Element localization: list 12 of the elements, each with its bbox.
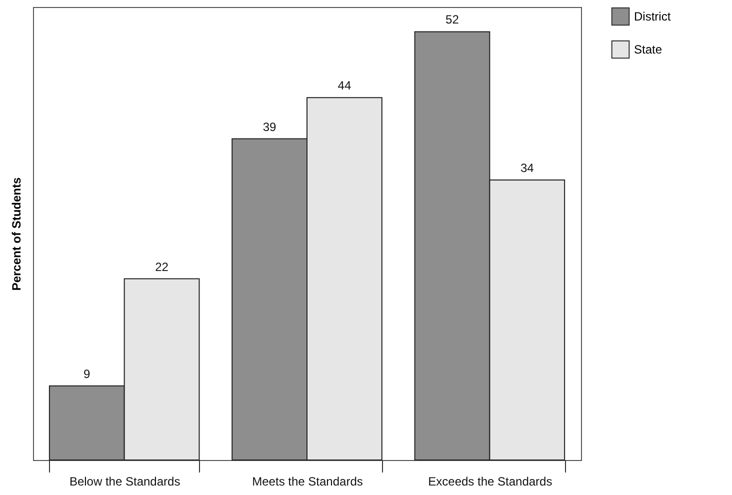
data-label: 22	[155, 260, 169, 274]
data-label: 52	[446, 12, 460, 27]
data-label: 39	[262, 120, 277, 134]
y-axis-title: Percent of Students	[10, 177, 24, 291]
data-label: 9	[84, 366, 91, 381]
data-label: 34	[520, 160, 534, 175]
data-label: 44	[338, 78, 352, 93]
x-tick-label: Meets the Standards	[252, 474, 363, 488]
legend-label: District	[634, 10, 672, 24]
legend-label: State	[634, 42, 662, 56]
x-tick-label: Below the Standards	[69, 474, 180, 488]
x-tick-label: Exceeds the Standards	[428, 474, 552, 488]
